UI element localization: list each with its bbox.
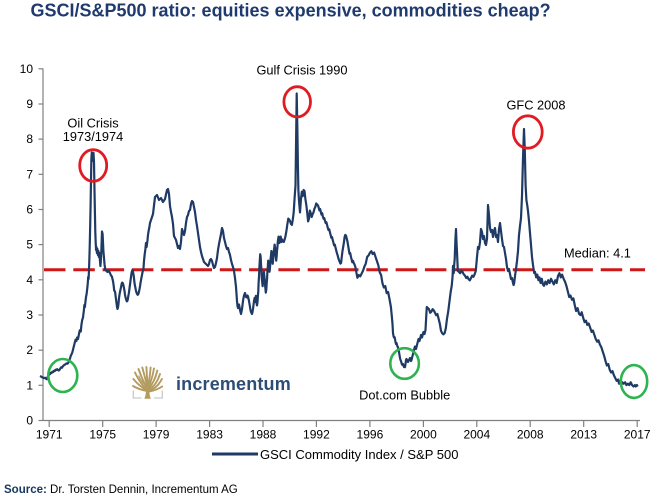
svg-text:7: 7 [26,167,33,181]
svg-text:1988: 1988 [250,428,277,442]
svg-text:0: 0 [26,414,33,428]
svg-text:3: 3 [26,308,33,322]
svg-text:4: 4 [26,273,33,287]
svg-text:8: 8 [26,132,33,146]
svg-text:1992: 1992 [303,428,330,442]
svg-text:Oil Crisis: Oil Crisis [67,116,118,131]
svg-text:2: 2 [26,343,33,357]
svg-text:GSCI Commodity Index / S&P 500: GSCI Commodity Index / S&P 500 [260,447,458,462]
svg-text:9: 9 [26,97,33,111]
svg-text:1983: 1983 [196,428,223,442]
svg-text:10: 10 [20,62,34,76]
svg-text:GFC 2008: GFC 2008 [506,98,565,113]
svg-text:2000: 2000 [410,428,437,442]
svg-text:2013: 2013 [570,428,597,442]
svg-text:1975: 1975 [89,428,116,442]
svg-text:Gulf Crisis 1990: Gulf Crisis 1990 [256,63,347,78]
svg-text:1: 1 [26,378,33,392]
svg-text:1973/1974: 1973/1974 [63,129,124,144]
svg-text:1979: 1979 [143,428,170,442]
svg-text:Median: 4.1: Median: 4.1 [564,245,631,260]
svg-text:5: 5 [26,238,33,252]
svg-text:incrementum: incrementum [176,374,291,394]
svg-text:1996: 1996 [357,428,384,442]
svg-text:Source: Dr. Torsten Dennin, In: Source: Dr. Torsten Dennin, Incrementum … [4,484,238,496]
svg-text:2008: 2008 [517,428,544,442]
svg-text:1971: 1971 [36,428,63,442]
svg-text:GSCI/S&P500 ratio: equities ex: GSCI/S&P500 ratio: equities expensive, c… [31,1,551,21]
svg-text:Dot.com Bubble: Dot.com Bubble [359,388,450,403]
svg-text:2017: 2017 [624,428,651,442]
svg-text:6: 6 [26,203,33,217]
svg-text:2004: 2004 [463,428,490,442]
